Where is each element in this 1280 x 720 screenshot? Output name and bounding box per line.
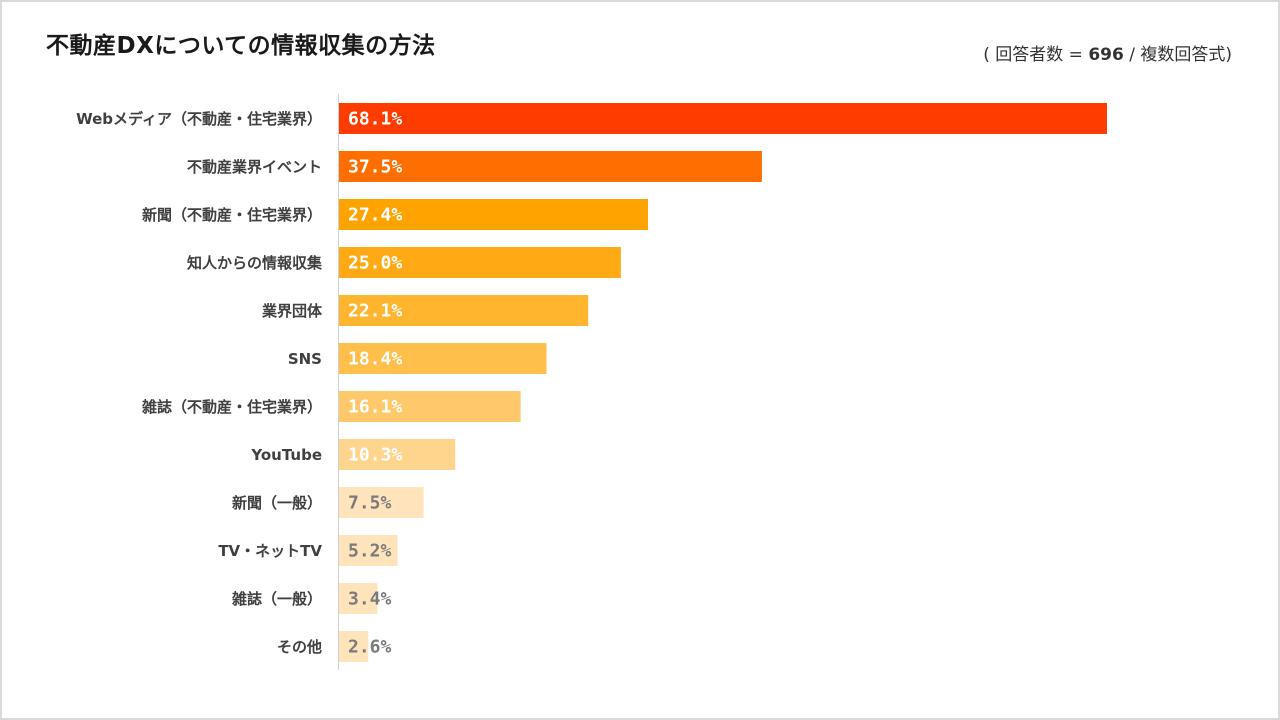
category-label-4: 知人からの情報収集: [187, 254, 323, 272]
bar-9: [339, 487, 424, 518]
respondent-note: ( 回答者数 = 696 / 複数回答式): [983, 40, 1232, 65]
value-label-3: 27.4%: [348, 205, 402, 226]
category-label-8: YouTube: [250, 446, 322, 464]
category-label-9: 新聞（一般）: [232, 494, 322, 512]
category-label-7: 雑誌（不動産・住宅業界）: [141, 398, 322, 416]
category-label-2: 不動産業界イベント: [187, 158, 322, 176]
value-label-2: 37.5%: [348, 157, 402, 178]
category-label-12: その他: [277, 638, 322, 656]
value-label-11: 3.4%: [348, 589, 392, 610]
value-label-6: 18.4%: [348, 349, 402, 370]
chart-title: 不動産DXについての情報収集の方法: [46, 33, 436, 59]
bar-12: [339, 631, 369, 662]
value-label-8: 10.3%: [348, 445, 402, 466]
bar-4: [339, 247, 621, 278]
category-label-11: 雑誌（一般）: [231, 590, 322, 608]
value-label-12: 2.6%: [348, 637, 392, 658]
bar-8: [339, 439, 456, 470]
bar-3: [339, 199, 648, 230]
bar-11: [339, 583, 378, 614]
value-label-1: 68.1%: [348, 109, 402, 130]
category-label-6: SNS: [288, 350, 322, 368]
value-label-9: 7.5%: [348, 493, 392, 514]
value-label-10: 5.2%: [348, 541, 392, 562]
bar-1: [339, 103, 1107, 134]
respondent-note-close: / 複数回答式): [1123, 45, 1232, 65]
bar-10: [339, 535, 398, 566]
bar-6: [339, 343, 547, 374]
category-label-5: 業界団体: [261, 302, 323, 320]
respondent-note-open: ( 回答者数 =: [983, 45, 1089, 65]
bar-7: [339, 391, 521, 422]
value-label-5: 22.1%: [348, 301, 402, 322]
bars-group: Webメディア（不動産・住宅業界） 68.1% 不動産業界イベント 37.5% 新聞（不…: [76, 103, 1107, 662]
category-label-3: 新聞（不動産・住宅業界）: [142, 206, 322, 224]
value-label-4: 25.0%: [348, 253, 402, 274]
respondent-count: 696: [1088, 45, 1124, 65]
category-label-10: TV・ネットTV: [218, 542, 322, 560]
bar-5: [339, 295, 589, 326]
value-label-7: 16.1%: [348, 397, 402, 418]
bar-2: [339, 151, 762, 182]
category-label-1: Webメディア（不動産・住宅業界）: [76, 110, 322, 128]
